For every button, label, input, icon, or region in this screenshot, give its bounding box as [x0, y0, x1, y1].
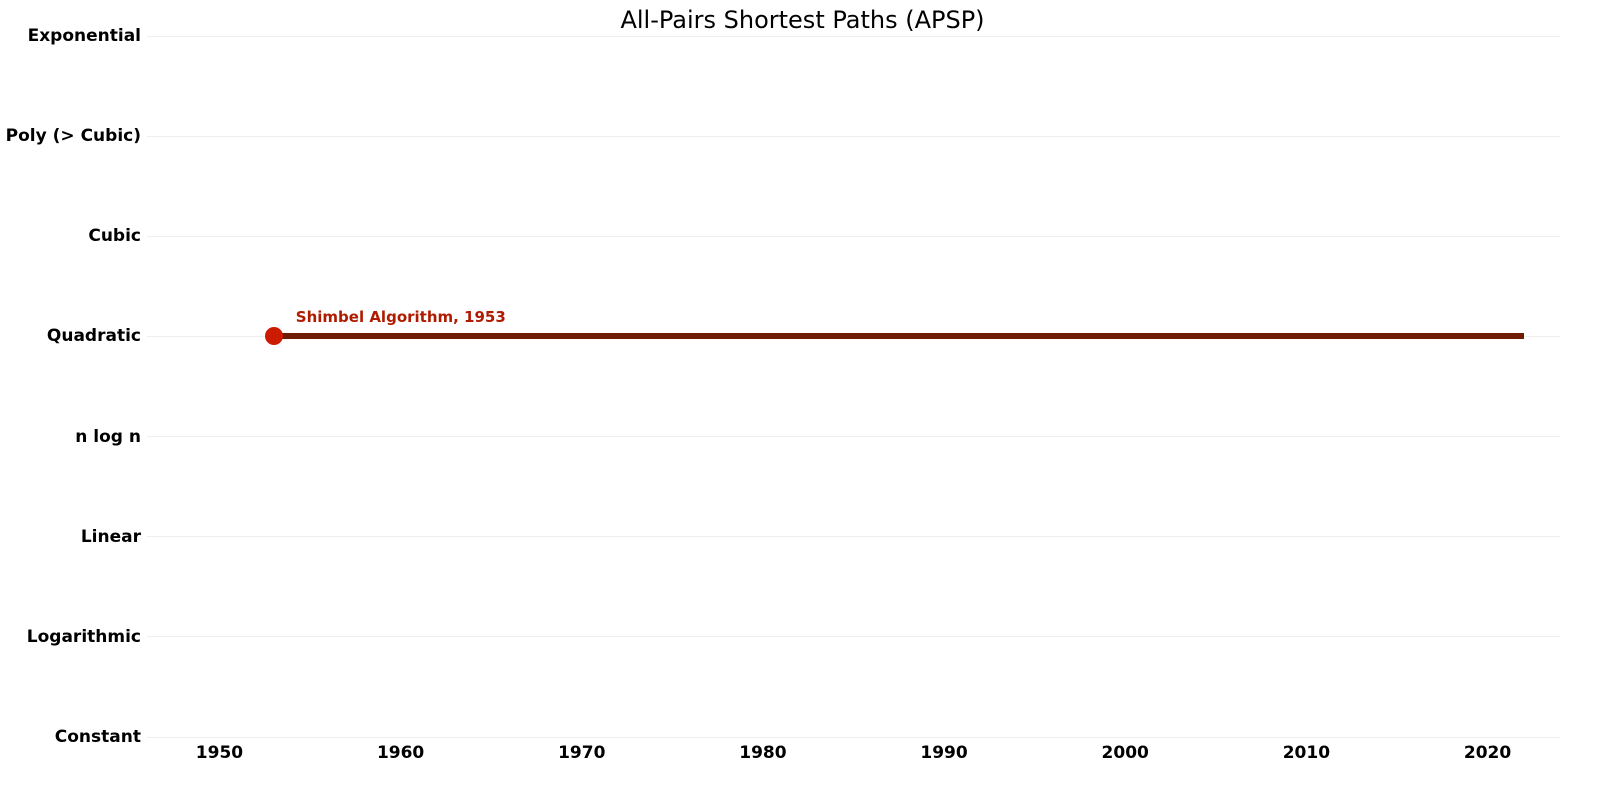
x-tick-label: 1990 — [920, 743, 967, 763]
series-marker — [265, 327, 283, 345]
y-tick-label: Exponential — [28, 26, 141, 46]
gridline — [147, 536, 1560, 537]
series-line — [274, 333, 1524, 339]
gridline — [147, 737, 1560, 738]
plot-area: ConstantLogarithmicLinearn log nQuadrati… — [147, 36, 1560, 737]
x-tick-label: 2000 — [1102, 743, 1149, 763]
gridline — [147, 136, 1560, 137]
y-tick-label: Logarithmic — [27, 627, 141, 647]
y-tick-label: Poly (> Cubic) — [6, 126, 141, 146]
apsp-chart: All-Pairs Shortest Paths (APSP) Constant… — [0, 0, 1605, 795]
gridline — [147, 636, 1560, 637]
gridline — [147, 36, 1560, 37]
gridline — [147, 436, 1560, 437]
x-tick-label: 2020 — [1464, 743, 1511, 763]
y-tick-label: n log n — [75, 427, 141, 447]
y-tick-label: Constant — [55, 727, 141, 747]
gridline — [147, 236, 1560, 237]
y-tick-label: Cubic — [88, 226, 141, 246]
x-tick-label: 1970 — [558, 743, 605, 763]
x-tick-label: 2010 — [1283, 743, 1330, 763]
x-tick-label: 1950 — [196, 743, 243, 763]
chart-title: All-Pairs Shortest Paths (APSP) — [0, 6, 1605, 34]
y-tick-label: Linear — [81, 527, 141, 547]
x-tick-label: 1980 — [739, 743, 786, 763]
series-label: Shimbel Algorithm, 1953 — [296, 308, 506, 326]
x-tick-label: 1960 — [377, 743, 424, 763]
y-tick-label: Quadratic — [47, 326, 141, 346]
